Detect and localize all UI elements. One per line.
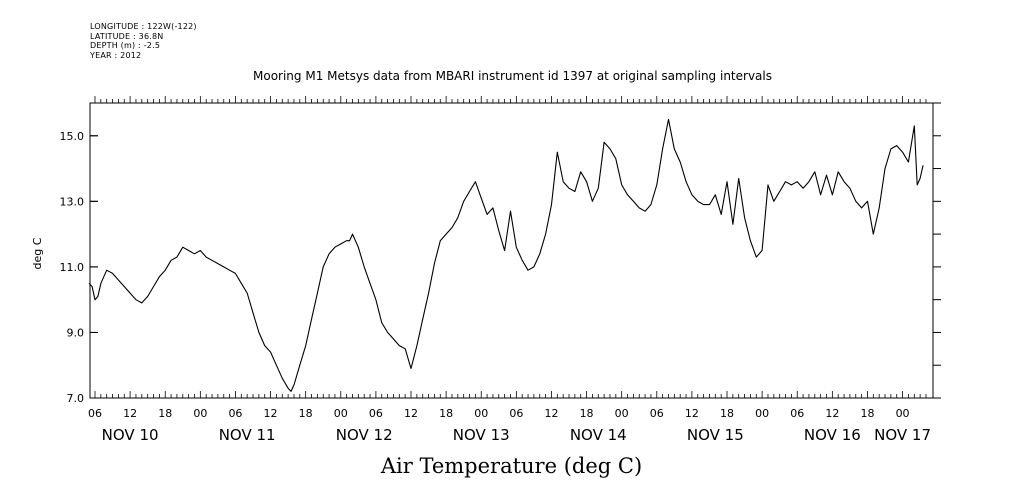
chart-caption: Air Temperature (deg C) xyxy=(0,454,1009,478)
x-hour-tick-label: 00 xyxy=(896,407,910,420)
x-hour-tick-label: 06 xyxy=(369,407,383,420)
plot-frame xyxy=(89,102,934,399)
x-hour-tick-label: 18 xyxy=(439,407,453,420)
chart-title: Mooring M1 Metsys data from MBARI instru… xyxy=(0,69,1009,83)
x-hour-tick-label: 00 xyxy=(474,407,488,420)
tick-layer xyxy=(90,96,941,399)
x-hour-tick-label: 00 xyxy=(193,407,207,420)
year-label: YEAR : 2012 xyxy=(90,50,142,60)
y-axis-label: deg C xyxy=(31,237,44,269)
x-day-label: NOV 11 xyxy=(219,426,276,444)
y-tick-label: 9.0 xyxy=(67,326,85,339)
chart-caption-text: Air Temperature (deg C) xyxy=(380,454,643,478)
x-day-label: NOV 10 xyxy=(102,426,159,444)
x-hour-tick-label: 18 xyxy=(860,407,874,420)
x-hour-tick-label: 06 xyxy=(790,407,804,420)
y-tick-label: 15.0 xyxy=(60,130,85,143)
y-tick-label: 7.0 xyxy=(67,392,85,405)
x-day-label: NOV 14 xyxy=(570,426,627,444)
metadata-block: LONGITUDE : 122W(-122) LATITUDE : 36.8N … xyxy=(90,22,197,60)
x-day-label: NOV 17 xyxy=(874,426,931,444)
x-day-label: NOV 15 xyxy=(687,426,744,444)
x-hour-tick-label: 00 xyxy=(334,407,348,420)
x-hour-tick-label: 18 xyxy=(720,407,734,420)
longitude-label: LONGITUDE : 122W(-122) xyxy=(90,22,197,31)
x-hour-tick-label: 12 xyxy=(544,407,558,420)
y-tick-label: 11.0 xyxy=(60,261,85,274)
latitude-label: LATITUDE : 36.8N xyxy=(90,31,164,41)
x-hour-tick-label: 06 xyxy=(228,407,242,420)
x-day-label: NOV 16 xyxy=(804,426,861,444)
x-day-label: NOV 12 xyxy=(336,426,393,444)
x-hour-tick-label: 18 xyxy=(580,407,594,420)
x-day-label: NOV 13 xyxy=(453,426,510,444)
air-temperature-series-line xyxy=(88,118,924,392)
x-hour-tick-label: 12 xyxy=(123,407,137,420)
depth-label: DEPTH (m) : -2.5 xyxy=(90,41,161,50)
x-hour-tick-label: 12 xyxy=(404,407,418,420)
x-hour-tick-label: 12 xyxy=(264,407,278,420)
y-tick-label: 13.0 xyxy=(60,195,85,208)
x-hour-tick-label: 12 xyxy=(825,407,839,420)
x-hour-tick-label: 06 xyxy=(88,407,102,420)
x-hour-tick-label: 06 xyxy=(650,407,664,420)
x-hour-tick-label: 18 xyxy=(299,407,313,420)
x-hour-tick-label: 18 xyxy=(158,407,172,420)
series-layer xyxy=(88,118,924,392)
label-layer: 7.0 9.0 11.0 13.0 15.0 06 12 18 00 06 12 18 00 06 12 18… xyxy=(60,130,932,444)
x-hour-tick-label: 00 xyxy=(755,407,769,420)
x-hour-tick-label: 00 xyxy=(615,407,629,420)
x-hour-tick-label: 12 xyxy=(685,407,699,420)
x-hour-tick-label: 06 xyxy=(509,407,523,420)
chart-title-text: Mooring M1 Metsys data from MBARI instru… xyxy=(253,69,772,83)
